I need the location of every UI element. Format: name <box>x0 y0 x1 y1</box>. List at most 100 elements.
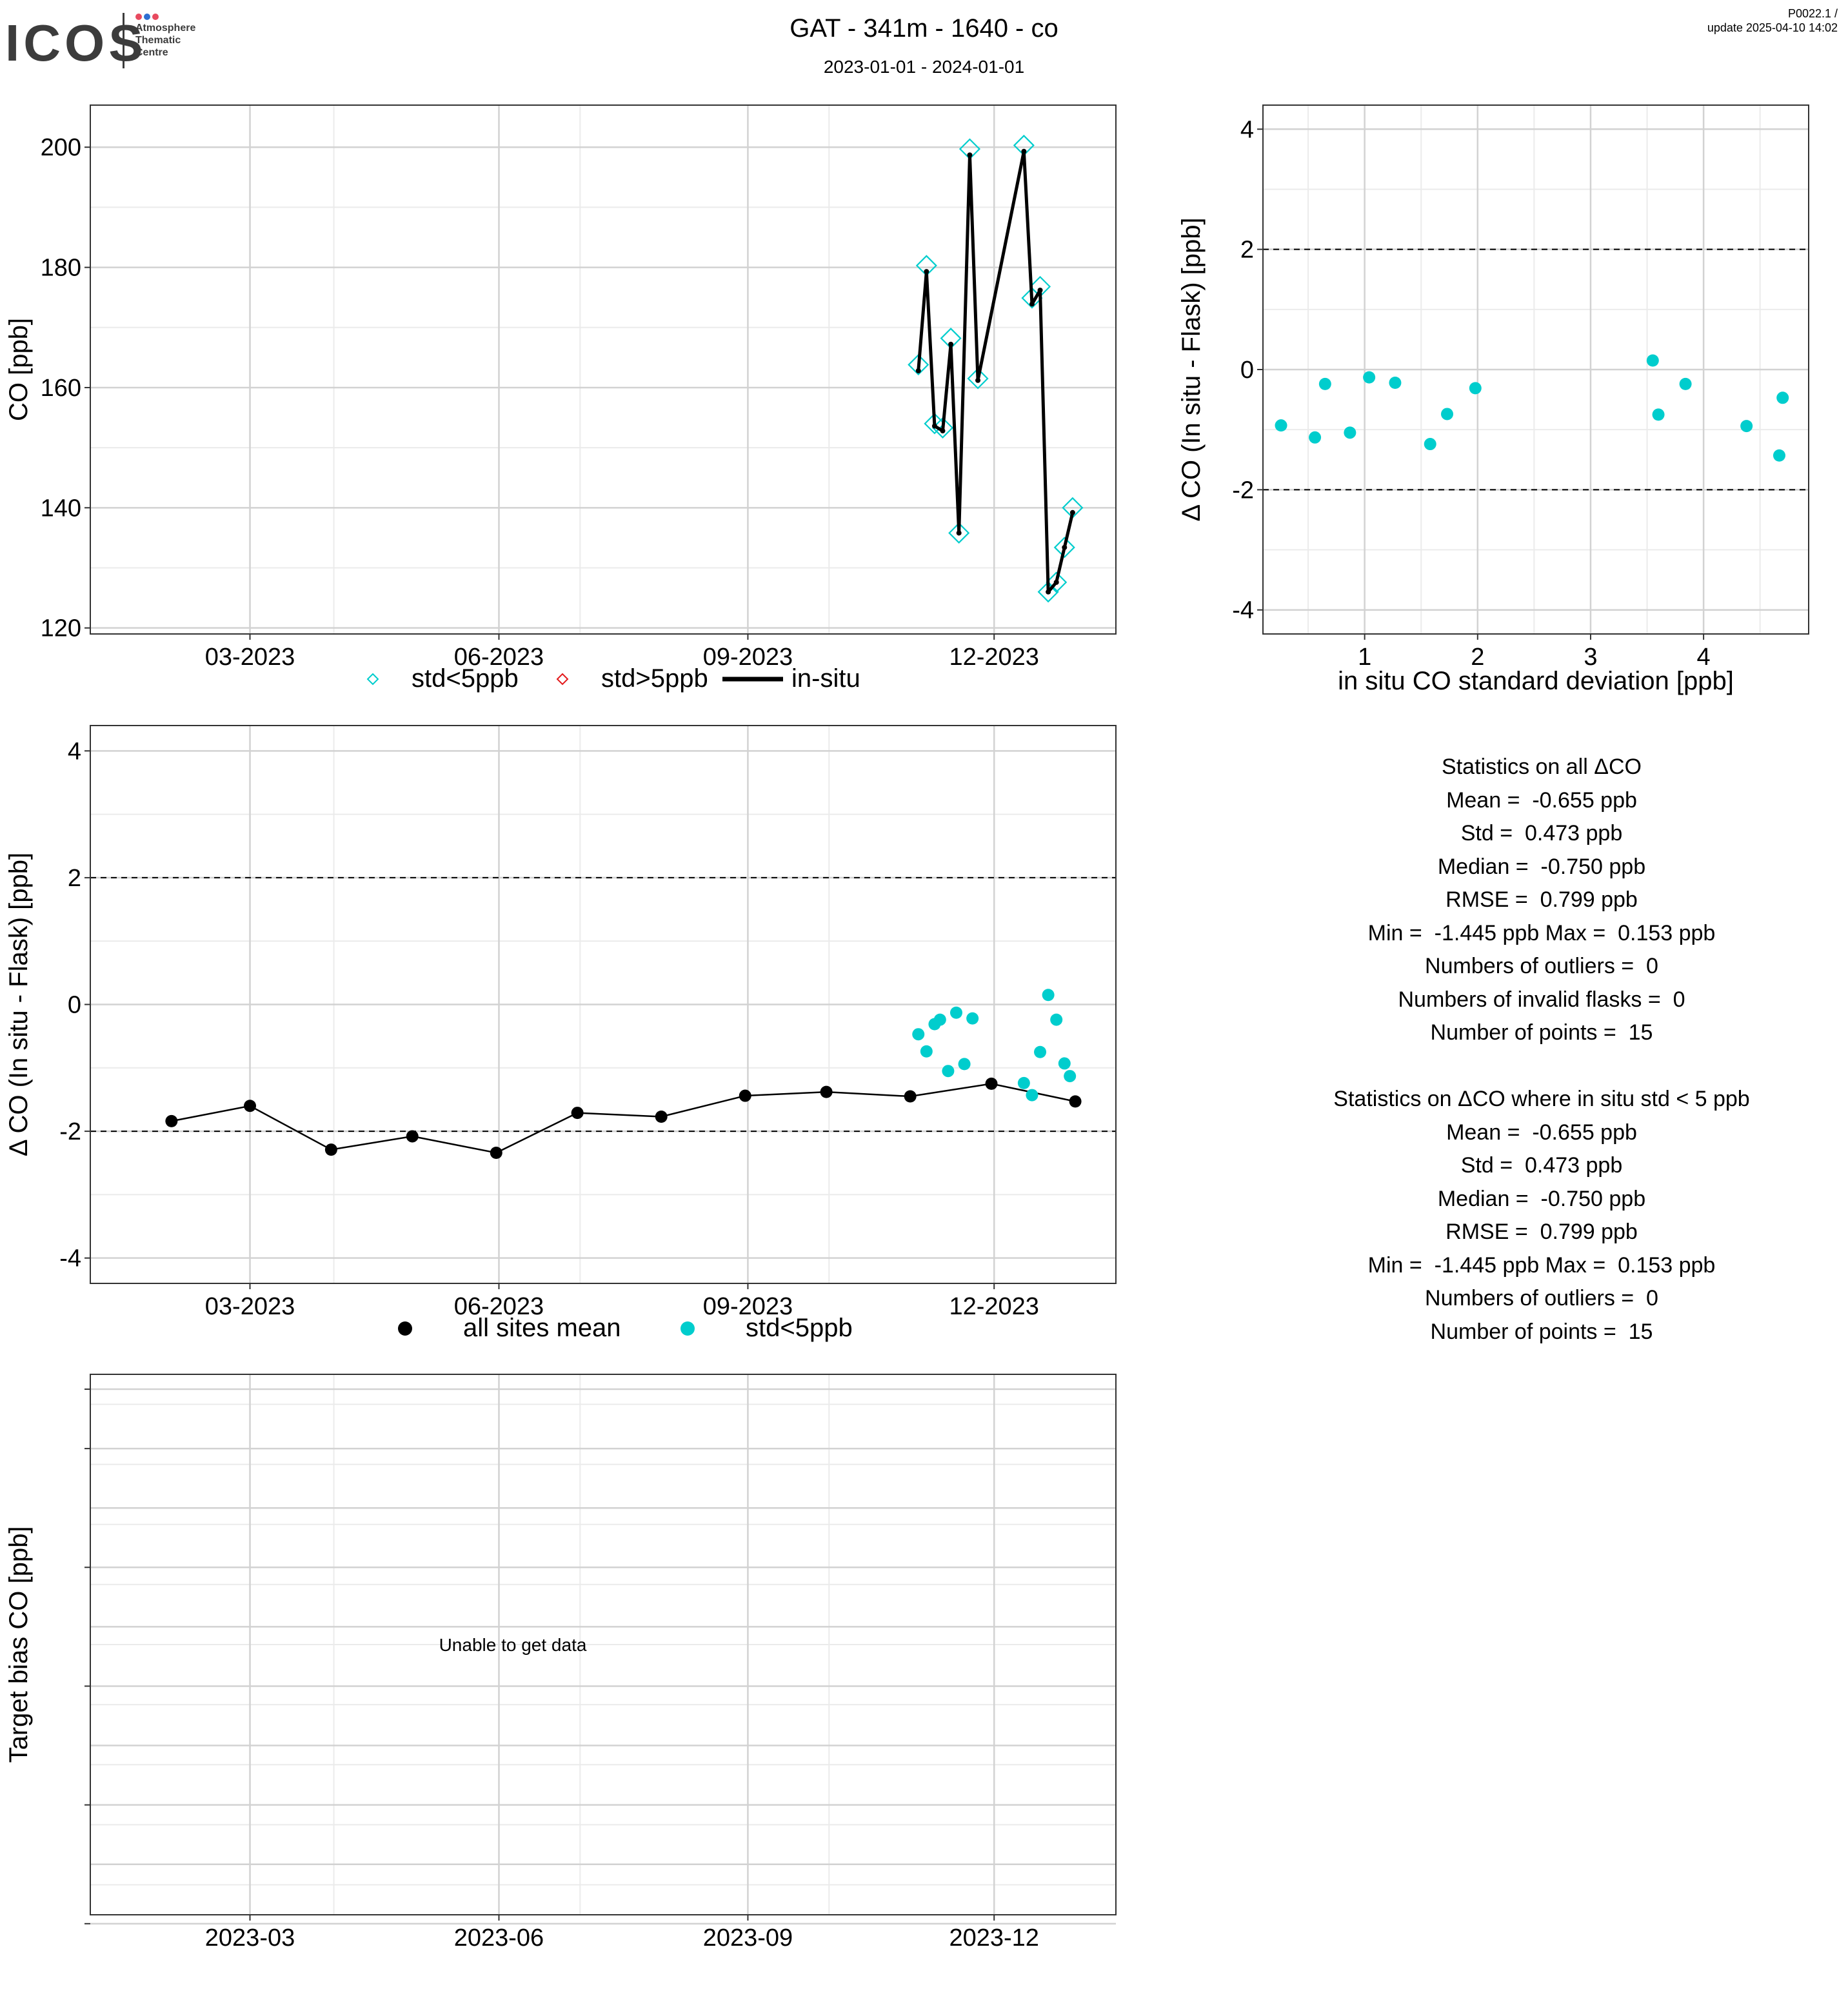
y-axis-label: CO [ppb] <box>5 318 33 421</box>
in-situ-point <box>1069 509 1075 515</box>
x-axis-label: in situ CO standard deviation [ppb] <box>1338 667 1734 695</box>
mean-point <box>985 1077 998 1090</box>
chart-target-bias: 2023-03 2023-06 2023-09 2023-12 Target bias … <box>5 1374 1117 1952</box>
y-tick-label: 2 <box>1240 237 1254 264</box>
legend-diamond-icon <box>366 673 379 686</box>
y-tick-label: 160 <box>41 375 81 402</box>
legend-label: std>5ppb <box>601 664 708 693</box>
panel-border <box>90 104 1117 635</box>
legend-label: in-situ <box>791 664 860 693</box>
stats-filtered-line: Numbers of outliers = 0 <box>1425 1286 1658 1310</box>
x-tick-label: 3 <box>1584 644 1597 671</box>
mean-point <box>165 1114 178 1127</box>
delta-point <box>1309 431 1322 444</box>
delta-point <box>1064 1070 1077 1083</box>
in-situ-point <box>924 269 929 275</box>
in-situ-point <box>1037 288 1043 293</box>
panel-border <box>90 1374 1117 1915</box>
legend-label: std<5ppb <box>746 1314 853 1342</box>
y-tick-label: 180 <box>41 255 81 282</box>
delta-point <box>1318 377 1331 390</box>
logo-wordmark: ICOS <box>5 14 147 72</box>
delta-point <box>966 1012 979 1025</box>
legend: all sites mean std<5ppb <box>398 1314 853 1342</box>
in-situ-point <box>915 368 921 373</box>
delta-point <box>1652 408 1665 421</box>
version-label: P0022.1 / <box>1787 7 1838 20</box>
x-tick-label: 2023-03 <box>205 1924 295 1952</box>
delta-point <box>958 1058 971 1071</box>
statistics-panel: Statistics on all ΔCO Mean = -0.655 ppb … <box>1161 751 1848 1349</box>
legend-dot-icon <box>398 1321 412 1336</box>
delta-point <box>1042 989 1055 1002</box>
mean-point <box>490 1147 502 1160</box>
series-line-all-sites-mean <box>171 1083 1076 1154</box>
stats-filtered-line: RMSE = 0.799 ppb <box>1446 1220 1638 1244</box>
stats-filtered-line: Min = -1.445 ppb Max = 0.153 ppb <box>1367 1252 1716 1278</box>
stats-filtered-line: Mean = -0.655 ppb <box>1446 1120 1637 1145</box>
y-tick-label: 120 <box>41 615 81 642</box>
delta-point <box>1646 354 1659 367</box>
logo-dot <box>152 14 159 20</box>
y-axis-label: Target bias CO [ppb] <box>5 1527 33 1763</box>
delta-point <box>1275 419 1287 432</box>
y-tick-label: -2 <box>59 1118 81 1145</box>
x-tick-label: 2023-09 <box>703 1924 793 1952</box>
diamond-marker <box>1053 537 1075 559</box>
x-tick-label: 12-2023 <box>949 1293 1038 1320</box>
mean-point <box>244 1100 257 1112</box>
stats-all-line: Median = -0.750 ppb <box>1437 854 1646 879</box>
in-situ-point <box>1046 589 1051 595</box>
y-tick-label: 200 <box>41 134 81 161</box>
delta-point <box>1740 420 1753 433</box>
mean-point <box>739 1089 751 1102</box>
delta-point <box>1389 377 1402 389</box>
delta-point <box>1424 438 1436 451</box>
y-tick-label: 0 <box>1240 357 1254 384</box>
diamond-marker <box>948 522 970 544</box>
mean-point <box>655 1110 668 1123</box>
x-tick-label: 1 <box>1358 644 1371 671</box>
x-tick-label: 03-2023 <box>205 1293 295 1320</box>
page-title: GAT - 341m - 1640 - co <box>790 14 1058 43</box>
version-info: P0022.1 / update 2025-04-10 14:02 <box>1707 6 1838 35</box>
x-tick-label: 2 <box>1471 644 1484 671</box>
in-situ-point <box>1021 148 1027 154</box>
delta-point <box>1773 449 1785 462</box>
delta-point <box>1679 377 1692 390</box>
in-situ-point <box>967 152 973 158</box>
delta-point <box>933 1013 946 1026</box>
chart-co-timeseries: 03-2023 06-2023 09-2023 12-2023 120 140 160 180… <box>5 104 1117 693</box>
stats-all-line: Numbers of outliers = 0 <box>1425 954 1658 978</box>
y-tick-label: 4 <box>68 738 81 765</box>
icos-logo: ICOS Atmosphere Thematic Centre <box>5 12 224 72</box>
mean-point <box>1069 1095 1082 1108</box>
legend-dot-icon <box>681 1321 695 1336</box>
in-situ-point <box>1062 544 1068 550</box>
delta-point <box>1058 1057 1071 1070</box>
delta-point <box>949 1006 962 1019</box>
stats-all-heading: Statistics on all ΔCO <box>1442 755 1642 779</box>
mean-point <box>904 1090 917 1103</box>
logo-separator <box>123 13 124 68</box>
y-tick-label: 2 <box>68 865 81 892</box>
update-timestamp: update 2025-04-10 14:02 <box>1707 21 1838 34</box>
stats-all-line: Number of points = 15 <box>1430 1020 1653 1045</box>
stats-spacer <box>1161 1050 1848 1083</box>
delta-point <box>1017 1076 1030 1089</box>
x-tick-label: 4 <box>1697 644 1711 671</box>
delta-point <box>1344 426 1356 439</box>
y-axis-label: Δ CO (In situ - Flask) [ppb] <box>1177 217 1206 521</box>
x-tick-label: 03-2023 <box>205 644 295 671</box>
in-situ-point <box>931 423 937 429</box>
diamond-marker <box>967 368 989 390</box>
delta-point <box>920 1045 933 1058</box>
legend-label: all sites mean <box>463 1314 621 1342</box>
y-axis-label: Δ CO (In situ - Flask) [ppb] <box>5 853 33 1156</box>
delta-point <box>1026 1089 1038 1102</box>
panel-border <box>1262 104 1809 635</box>
stats-all-line: Min = -1.445 ppb Max = 0.153 ppb <box>1367 920 1716 945</box>
logo-subtitle: Atmosphere Thematic Centre <box>135 23 196 58</box>
series-line-in-situ <box>917 150 1075 594</box>
